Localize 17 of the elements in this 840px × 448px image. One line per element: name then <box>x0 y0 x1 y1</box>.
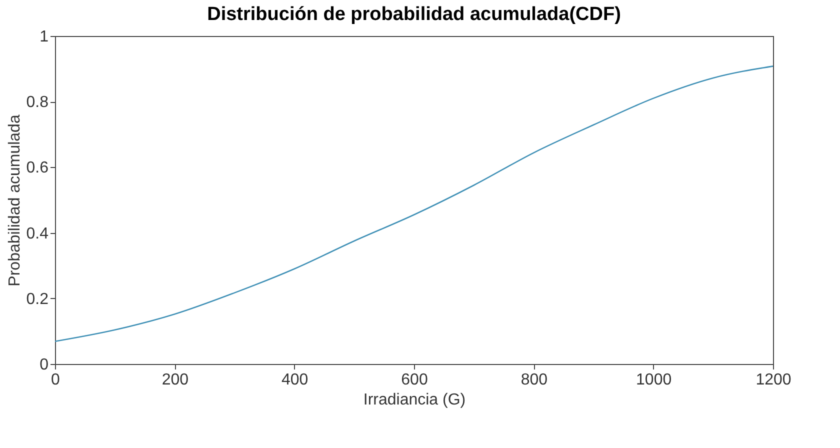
x-tick-label: 0 <box>51 372 60 388</box>
y-tick-label: 0.8 <box>26 94 49 112</box>
x-tick-label: 1200 <box>756 372 792 388</box>
line-series <box>54 66 774 342</box>
y-tick-label: 0.2 <box>26 290 49 308</box>
y-axis-title: Probabilidad acumulada <box>6 114 24 286</box>
y-tick-label: 1 <box>40 28 49 46</box>
x-tick-label: 600 <box>401 372 428 388</box>
x-tick-label: 200 <box>162 372 189 388</box>
y-tick-label: 0.4 <box>26 225 49 242</box>
y-tick-label: 0.6 <box>26 160 49 177</box>
x-axis-title: Irradiancia (G) <box>363 392 466 408</box>
x-tick-label: 1000 <box>636 372 672 388</box>
y-tick-label: 0 <box>40 356 49 374</box>
chart-title: Distribución de probabilidad acumulada(CDF) <box>207 4 621 25</box>
x-tick-label: 400 <box>281 372 308 388</box>
x-tick-label: 800 <box>520 372 548 388</box>
